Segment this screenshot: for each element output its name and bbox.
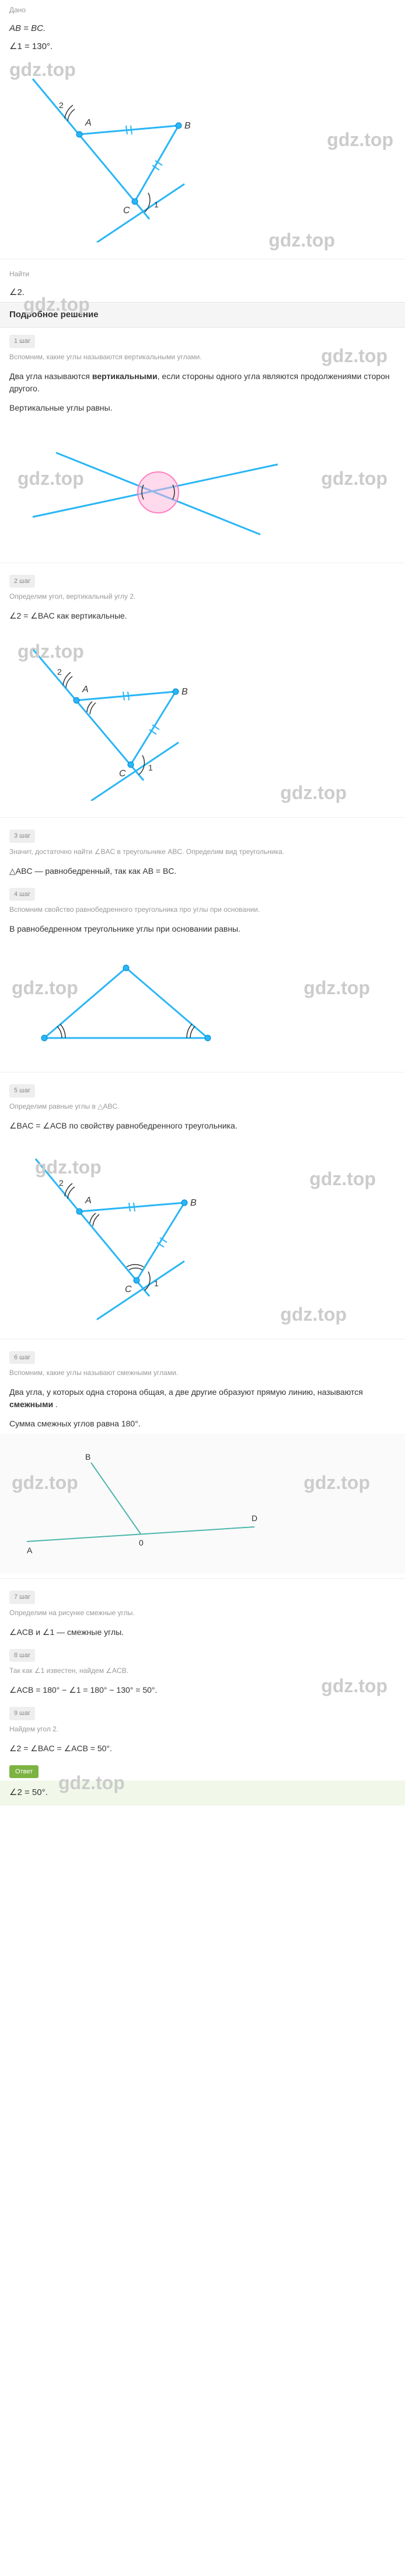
svg-text:A: A — [85, 1196, 92, 1206]
adjacent-angles-svg: A B 0 D — [9, 1445, 272, 1562]
step-9-hint: Найдем угол 2. — [0, 1723, 405, 1739]
find-line-1: ∠2. — [0, 284, 405, 302]
step-5-text-1: ∠BAC = ∠ACB по свойству равнобедренного … — [0, 1116, 405, 1136]
find-label: Найти — [0, 264, 405, 284]
step-8-hint: Так как ∠1 известен, найдем ∠ACB. — [0, 1664, 405, 1681]
svg-text:B: B — [85, 1452, 90, 1461]
label-1: 1 — [154, 200, 159, 209]
label-B: B — [184, 121, 191, 131]
step-6-badge: 6 шаг — [9, 1351, 35, 1365]
watermark: gdz.top — [58, 1769, 125, 1797]
separator — [0, 817, 405, 818]
figure-main: gdz.top gdz.top gdz.top A B C 2 1 — [0, 55, 405, 254]
vertical-angles-svg — [9, 429, 301, 546]
watermark: gdz.top — [309, 1165, 376, 1193]
triangle-figure-5-svg: A B C 2 1 — [9, 1147, 243, 1322]
given-label: Дано — [0, 0, 405, 20]
triangle-figure-1: A B C 2 1 — [9, 67, 231, 242]
step-2-badge: 2 шаг — [9, 575, 35, 588]
separator — [0, 1578, 405, 1579]
step-2-hint: Определим угол, вертикальный углу 2. — [0, 590, 405, 606]
step-1-text-2: Вертикальные углы равны. — [0, 398, 405, 418]
watermark: gdz.top — [268, 226, 335, 254]
step-6-hint: Вспомним, какие углы называют смежными у… — [0, 1366, 405, 1383]
watermark: gdz.top — [280, 1300, 347, 1328]
step-1-hint: Вспомним, какие углы называются вертикал… — [0, 350, 405, 367]
step-9-badge: 9 шаг — [9, 1707, 35, 1720]
step-6-text-2: Сумма смежных углов равна 180°. — [0, 1414, 405, 1433]
given-line-2: ∠1 = 130°. — [0, 38, 405, 56]
step-7-text-1: ∠ACB и ∠1 — смежные углы. — [0, 1623, 405, 1642]
step-6-text-1: Два угла, у которых одна сторона общая, … — [0, 1383, 405, 1414]
find-angle2: ∠2. — [9, 287, 25, 297]
svg-text:A: A — [82, 685, 89, 695]
svg-text:1: 1 — [154, 1279, 159, 1288]
answer-badge: Ответ — [9, 1765, 39, 1779]
triangle-figure-2-svg: A B C 2 1 — [9, 637, 231, 801]
svg-text:B: B — [190, 1198, 197, 1208]
step-3-badge: 3 шаг — [9, 829, 35, 843]
step-7-hint: Определим на рисунке смежные углы. — [0, 1606, 405, 1623]
given-ab-bc: AB = BC. — [9, 23, 46, 33]
step-9-text-1: ∠2 = ∠BAC = ∠ACB = 50°. — [0, 1739, 405, 1758]
label-A: A — [85, 118, 92, 128]
step-1-badge: 1 шаг — [9, 335, 35, 348]
step-5-badge: 5 шаг — [9, 1084, 35, 1098]
label-C: C — [123, 206, 130, 216]
step-3-hint: Значит, достаточно найти ∠BAC в треуголь… — [0, 845, 405, 862]
figure-vertical-angles: gdz.top gdz.top — [0, 418, 405, 558]
step-1-text-1: Два угла называются вертикальными, если … — [0, 367, 405, 398]
solution-header: Подробное решение — [0, 302, 405, 328]
svg-text:D: D — [252, 1513, 257, 1523]
watermark: gdz.top — [303, 1468, 370, 1497]
svg-text:2: 2 — [59, 1178, 64, 1188]
step-3-text-1: △ABC — равнобедренный, так как AB = BC. — [0, 862, 405, 881]
isosceles-svg — [9, 950, 243, 1056]
svg-text:1: 1 — [148, 763, 153, 772]
answer-text: ∠2 = 50°. — [9, 1787, 48, 1797]
svg-text:2: 2 — [57, 667, 62, 676]
answer-box: gdz.top ∠2 = 50°. — [0, 1780, 405, 1806]
step-7-badge: 7 шаг — [9, 1591, 35, 1604]
figure-isosceles: gdz.top gdz.top — [0, 939, 405, 1067]
figure-triangle-5: gdz.top gdz.top gdz.top A B C 2 1 — [0, 1136, 405, 1334]
svg-text:C: C — [125, 1284, 132, 1294]
svg-text:A: A — [27, 1546, 33, 1555]
watermark: gdz.top — [280, 779, 347, 807]
figure-triangle-2: gdz.top gdz.top A B C 2 1 — [0, 626, 405, 813]
step-8-badge: 8 шаг — [9, 1649, 35, 1662]
svg-text:0: 0 — [139, 1538, 144, 1547]
given-angle1: ∠1 = 130°. — [9, 41, 53, 51]
watermark: gdz.top — [321, 342, 387, 370]
step-4-badge: 4 шаг — [9, 888, 35, 901]
step-4-text-1: В равнобедренном треугольнике углы при о… — [0, 919, 405, 939]
step-4-hint: Вспомним свойство равнобедренного треуго… — [0, 903, 405, 919]
given-line-1: AB = BC. — [0, 20, 405, 38]
watermark: gdz.top — [321, 464, 387, 492]
step-2-text-1: ∠2 = ∠BAC как вертикальные. — [0, 606, 405, 626]
figure-adjacent-angles: gdz.top gdz.top A B 0 D — [0, 1433, 405, 1574]
step-8-text-1: ∠ACB = 180° − ∠1 = 180° − 130° = 50°. gd… — [0, 1681, 405, 1700]
svg-text:B: B — [181, 687, 188, 697]
watermark: gdz.top — [327, 126, 393, 154]
label-2: 2 — [59, 100, 64, 110]
watermark: gdz.top — [303, 974, 370, 1002]
step-5-hint: Определим равные углы в △ABC. — [0, 1100, 405, 1116]
svg-text:C: C — [119, 769, 126, 779]
